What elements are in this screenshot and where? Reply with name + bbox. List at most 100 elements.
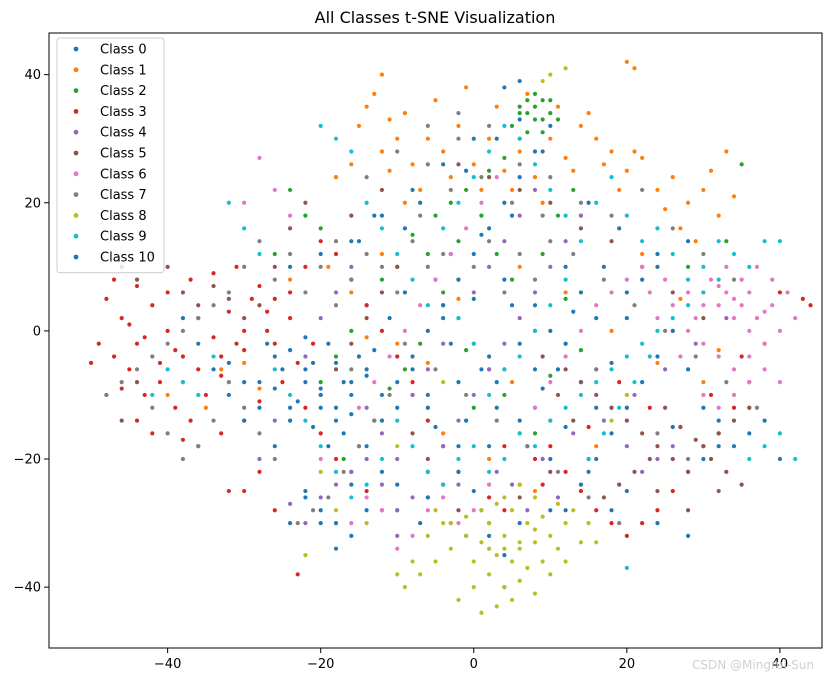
data-point-class-7 [287,251,293,257]
data-point-class-2 [486,168,492,173]
data-point-class-9 [670,251,675,257]
data-point-class-4 [494,469,499,474]
data-point-class-3 [777,290,783,295]
data-point-class-0 [287,348,293,353]
data-point-class-1 [624,59,629,64]
x-axis-tick-label: −40 [154,657,181,672]
data-point-class-9 [517,431,522,436]
data-point-class-7 [731,277,737,282]
data-point-class-0 [265,341,270,346]
data-point-class-7 [701,251,706,257]
data-point-class-6 [655,315,660,321]
data-point-class-1 [731,194,737,199]
data-point-class-9 [486,392,492,398]
data-point-class-7 [349,367,354,372]
data-point-class-0 [242,380,247,385]
data-point-class-1 [701,187,706,193]
data-point-class-10 [257,380,262,385]
data-point-class-8 [479,540,484,545]
data-point-class-10 [211,367,216,372]
data-point-class-9 [548,303,553,308]
data-point-class-4 [578,213,584,218]
data-point-class-8 [532,591,538,596]
data-point-class-2 [571,187,576,193]
data-point-class-5 [663,405,668,410]
data-point-class-1 [609,149,614,154]
data-point-class-0 [364,373,369,378]
data-point-class-9 [502,456,507,462]
data-point-class-10 [410,354,415,359]
data-point-class-0 [502,277,507,282]
data-point-class-7 [211,303,216,308]
data-point-class-9 [647,354,652,359]
data-point-class-5 [548,200,553,205]
data-point-class-1 [609,328,614,333]
data-point-class-3 [303,264,308,269]
data-point-class-2 [532,431,538,436]
data-point-class-1 [594,444,599,449]
data-point-class-6 [701,341,706,346]
legend-marker [73,109,79,114]
data-point-class-4 [509,482,515,487]
data-point-class-7 [425,264,430,269]
data-point-class-7 [257,431,262,436]
data-point-class-4 [456,482,461,487]
data-point-class-1 [441,149,446,154]
data-point-class-0 [326,341,331,346]
data-point-class-1 [456,296,461,301]
data-point-class-8 [525,520,530,526]
data-point-class-5 [287,226,293,231]
data-point-class-9 [517,354,522,359]
data-point-class-7 [104,392,109,398]
data-point-class-8 [418,572,423,577]
data-point-class-2 [502,392,507,398]
data-point-class-7 [303,290,308,295]
data-point-class-9 [425,469,430,474]
data-point-class-0 [532,303,538,308]
data-point-class-10 [303,495,308,500]
legend-label: Class 5 [100,147,147,162]
data-point-class-0 [479,232,484,237]
data-point-class-4 [517,213,522,218]
plot-area [49,33,822,648]
data-point-class-0 [349,392,354,398]
data-point-class-2 [318,226,323,231]
data-point-class-7 [517,251,522,257]
data-point-class-3 [242,488,247,494]
data-point-class-4 [333,290,339,295]
data-point-class-3 [257,283,262,289]
data-point-class-3 [586,424,591,430]
data-point-class-1 [532,175,538,180]
x-axis-tick-label: 20 [619,657,636,672]
legend-label: Class 7 [100,188,147,203]
data-point-class-0 [624,315,629,321]
data-point-class-3 [303,405,308,410]
data-point-class-10 [548,123,553,128]
data-point-class-6 [716,354,721,359]
data-point-class-8 [486,520,492,526]
data-point-class-3 [249,296,254,301]
data-point-class-10 [517,78,522,84]
data-point-class-6 [471,508,476,513]
data-point-class-7 [517,162,522,167]
data-point-class-1 [456,123,461,128]
legend-marker [73,150,79,156]
data-point-class-4 [287,501,293,506]
data-point-class-3 [234,264,239,269]
data-point-class-3 [150,303,155,308]
data-point-class-0 [655,520,660,526]
data-point-class-3 [379,328,385,333]
data-point-class-6 [770,277,775,282]
legend: Class 0 Class 1 Class 2 Class 3 Class 4 Class… [56,37,165,274]
data-point-class-3 [165,328,170,333]
data-point-class-7 [257,239,262,244]
data-point-class-1 [287,277,293,282]
data-point-class-10 [464,418,469,423]
data-point-class-6 [747,380,752,385]
data-point-class-3 [708,392,714,398]
data-point-class-9 [502,367,507,372]
data-point-class-4 [395,508,400,513]
data-point-class-7 [464,392,469,398]
data-point-class-8 [494,501,499,506]
data-point-class-9 [242,226,247,231]
